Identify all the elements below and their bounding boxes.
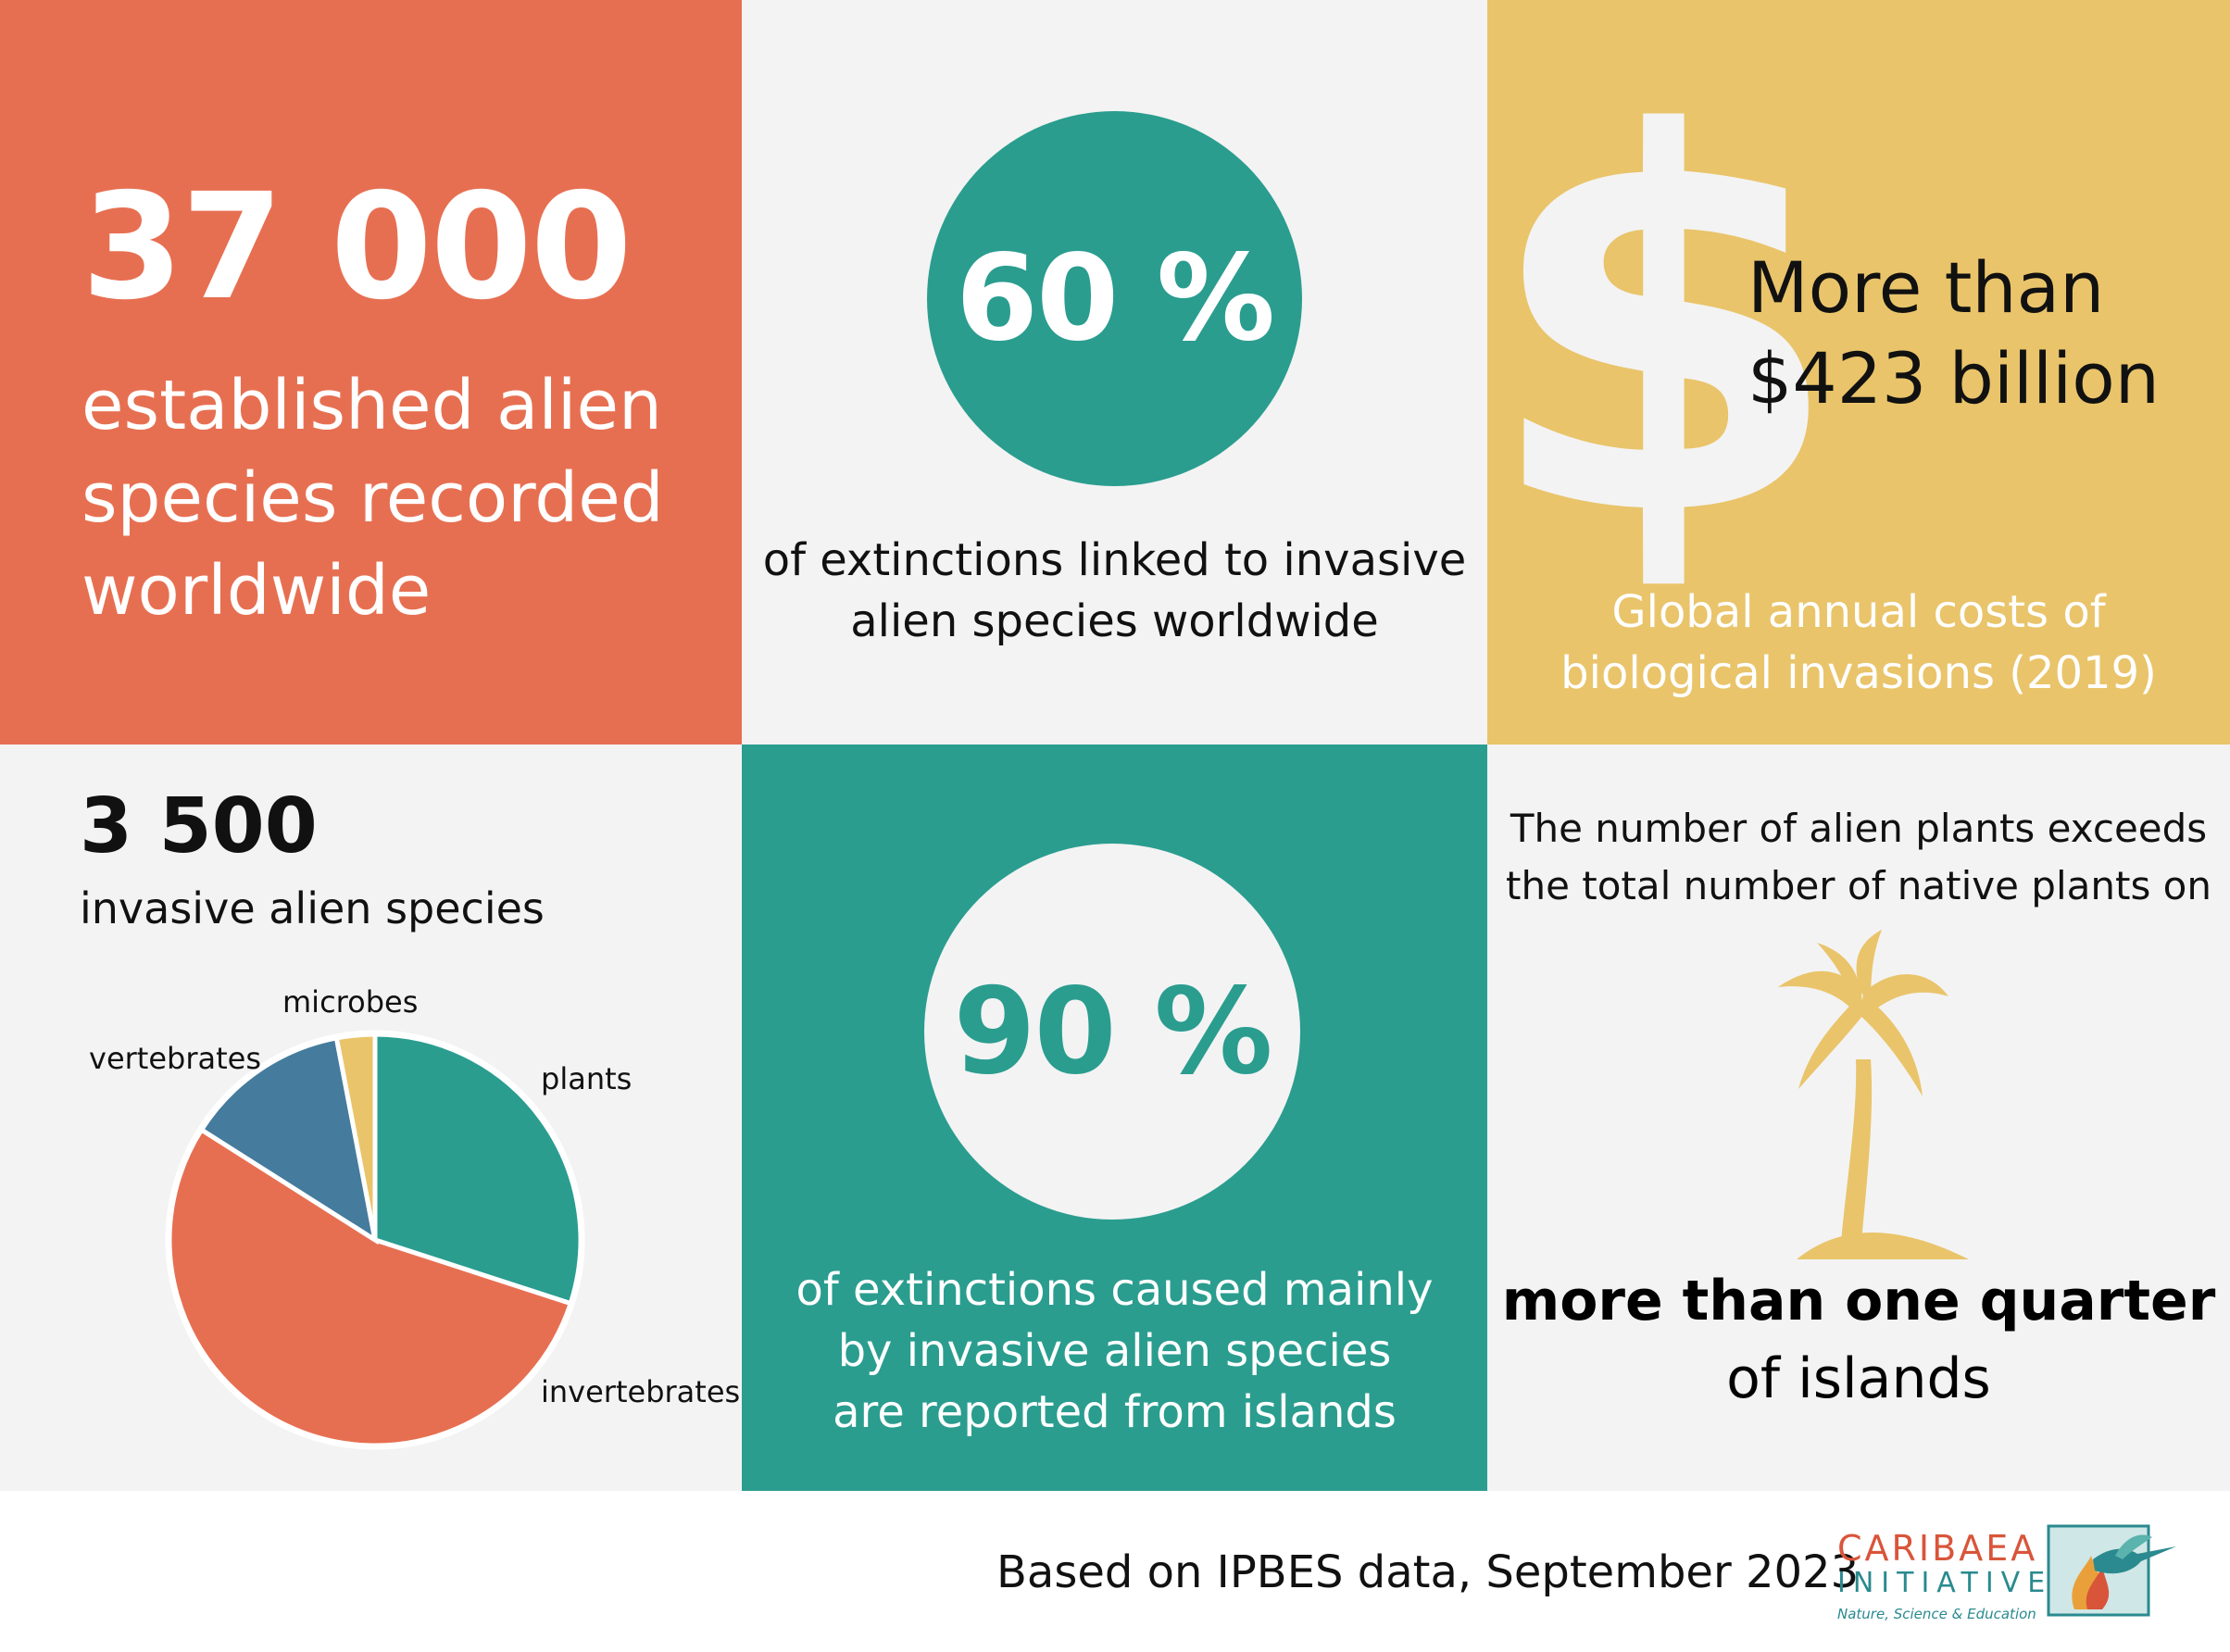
- hummingbird-logo-icon: [2047, 1524, 2176, 1617]
- invasive-species-subtitle: invasive alien species: [80, 883, 545, 933]
- costs-panel: $ More than $423 billion Global annual c…: [1487, 0, 2230, 745]
- extinctions-linked-panel: 60 % of extinctions linked to invasive a…: [742, 0, 1487, 745]
- invasive-species-panel: 3 500 invasive alien species plants inver…: [0, 745, 742, 1491]
- percent-90-circle: 90 %: [924, 844, 1300, 1220]
- alien-plants-text: The number of alien plants exceeds the t…: [1487, 800, 2230, 915]
- pie-label-invertebrates: invertebrates: [541, 1374, 740, 1409]
- island-extinctions-description: of extinctions caused mainly by invasive…: [742, 1259, 1487, 1443]
- extinctions-linked-description: of extinctions linked to invasive alien …: [742, 530, 1487, 652]
- established-species-panel: 37 000 established alien species recorde…: [0, 0, 742, 745]
- established-species-description: established alien species recorded world…: [81, 366, 664, 631]
- percent-90-value: 90 %: [953, 962, 1273, 1101]
- cost-description: Global annual costs of biological invasi…: [1487, 582, 2230, 704]
- svg-text:$: $: [1487, 27, 1844, 631]
- source-note: Based on IPBES data, September 2023: [996, 1546, 1860, 1598]
- established-species-number: 37 000: [81, 162, 633, 332]
- cost-amount-line-1: More than: [1748, 246, 2105, 329]
- palm-island-icon: [1778, 930, 1969, 1259]
- pie-label-vertebrates: vertebrates: [89, 1041, 261, 1076]
- percent-60-circle: 60 %: [927, 111, 1302, 486]
- invasive-species-number: 3 500: [80, 782, 318, 870]
- logo-name: CARIBAEA: [1837, 1528, 2038, 1569]
- cost-amount: More than $423 billion: [1748, 243, 2160, 424]
- alien-plants-line-1: The number of alien plants exceeds: [1510, 806, 2208, 851]
- logo-subtitle: INITIATIVE: [1837, 1567, 2053, 1599]
- cost-description-line-2: biological invasions (2019): [1560, 647, 2157, 699]
- island-extinctions-panel: 90 % of extinctions caused mainly by inv…: [742, 745, 1487, 1491]
- pie-chart: plants invertebrates vertebrates microbes: [89, 984, 740, 1450]
- cost-amount-line-2: $423 billion: [1748, 337, 2160, 419]
- logo-tagline: Nature, Science & Education: [1837, 1606, 2036, 1622]
- alien-plants-panel: The number of alien plants exceeds the t…: [1487, 745, 2230, 1491]
- percent-60-value: 60 %: [956, 230, 1275, 368]
- alien-plants-end-text: of islands: [1726, 1346, 1991, 1411]
- extinctions-linked-line-1: of extinctions linked to invasive: [762, 534, 1467, 586]
- island-extinctions-line-1: of extinctions caused mainly: [796, 1264, 1434, 1316]
- alien-plants-bold-text: more than one quarter: [1501, 1269, 2216, 1333]
- cost-description-line-1: Global annual costs of: [1611, 586, 2106, 638]
- dollar-sign-icon: $: [1487, 27, 1844, 631]
- pie-label-plants: plants: [541, 1061, 632, 1096]
- pie-label-microbes: microbes: [282, 984, 418, 1020]
- footer: Based on IPBES data, September 2023 CARI…: [0, 1491, 2230, 1652]
- extinctions-linked-line-2: alien species worldwide: [850, 595, 1379, 647]
- alien-plants-line-2: the total number of native plants on: [1505, 863, 2211, 908]
- pie-outline: [165, 1030, 585, 1450]
- island-extinctions-line-2: by invasive alien species: [837, 1325, 1392, 1377]
- island-extinctions-line-3: are reported from islands: [833, 1386, 1397, 1438]
